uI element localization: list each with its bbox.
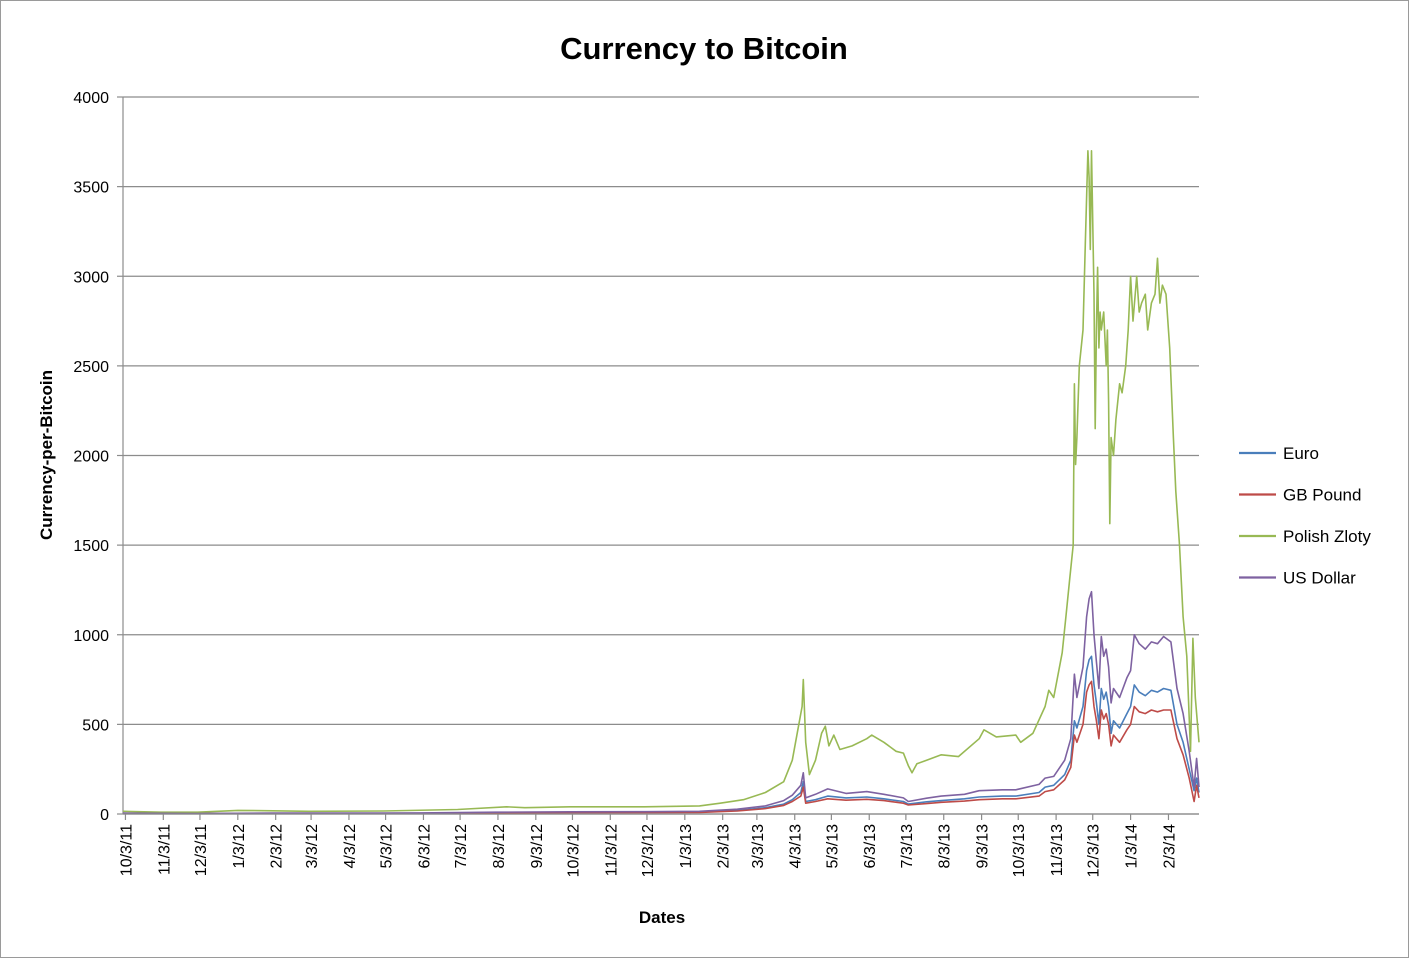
y-tick-label: 1000 [73, 628, 109, 645]
x-tick-label: 6/3/13 [862, 824, 879, 869]
series-line-us-dollar [122, 590, 1200, 815]
legend: Euro GB Pound Polish Zloty US Dollar [1239, 444, 1371, 588]
x-tick-label: 3/3/12 [304, 824, 321, 869]
x-tick-label: 10/3/12 [565, 824, 582, 877]
x-tick-label: 6/3/12 [416, 824, 433, 869]
x-tick-label: 8/3/12 [491, 824, 508, 869]
x-tick-label: 3/3/13 [750, 824, 767, 869]
x-tick-label: 8/3/13 [937, 824, 954, 869]
x-tick-label: 4/3/13 [788, 824, 805, 869]
x-tick-label: 1/3/12 [231, 824, 248, 869]
x-tick-label: 12/3/12 [640, 824, 657, 877]
x-tick-label: 7/3/13 [899, 824, 916, 869]
x-tick-label: 2/3/13 [716, 824, 733, 869]
x-tick-label: 9/3/12 [529, 824, 546, 869]
series-line-gb-pound [122, 680, 1200, 815]
y-tick-label: 3500 [73, 180, 109, 197]
legend-label: Euro [1283, 444, 1319, 463]
x-tick-label: 10/3/11 [118, 824, 135, 876]
x-axis-title: Dates [639, 908, 685, 927]
x-axis-ticks: 10/3/11 11/3/11 12/3/11 1/3/12 2/3/12 3/3/12 4… [118, 814, 1178, 877]
y-tick-label: 0 [100, 807, 109, 824]
x-tick-label: 9/3/13 [975, 824, 992, 869]
y-axis-ticks: 0 500 1000 1500 2000 2500 3000 3500 4000 [73, 90, 123, 824]
x-tick-label: 7/3/12 [453, 824, 470, 869]
x-tick-label: 11/3/11 [156, 824, 173, 875]
y-tick-label: 500 [82, 717, 109, 734]
x-tick-label: 1/3/14 [1124, 824, 1141, 869]
x-tick-label: 4/3/12 [342, 824, 359, 869]
series-lines [122, 150, 1200, 815]
chart-title: Currency to Bitcoin [560, 31, 848, 66]
gridlines [122, 96, 1199, 815]
series-line-polish-zloty [122, 150, 1200, 813]
x-tick-label: 11/3/13 [1049, 824, 1066, 876]
x-tick-label: 10/3/13 [1011, 824, 1028, 877]
y-tick-label: 4000 [73, 90, 109, 107]
series-line-euro [122, 655, 1200, 815]
y-tick-label: 2500 [73, 359, 109, 376]
x-tick-label: 2/3/14 [1161, 824, 1178, 869]
legend-label: GB Pound [1283, 486, 1361, 505]
y-tick-label: 3000 [73, 269, 109, 286]
legend-label: Polish Zloty [1283, 527, 1371, 546]
x-tick-label: 2/3/12 [269, 824, 286, 869]
x-tick-label: 1/3/13 [678, 824, 695, 869]
x-tick-label: 11/3/12 [603, 824, 620, 876]
y-tick-label: 2000 [73, 449, 109, 466]
legend-label: US Dollar [1283, 569, 1356, 588]
x-tick-label: 12/3/11 [193, 824, 210, 876]
x-tick-label: 12/3/13 [1086, 824, 1103, 877]
x-tick-label: 5/3/13 [824, 824, 841, 869]
y-axis-title: Currency-per-Bitcoin [37, 370, 56, 540]
y-tick-label: 1500 [73, 538, 109, 555]
x-tick-label: 5/3/12 [379, 824, 396, 869]
